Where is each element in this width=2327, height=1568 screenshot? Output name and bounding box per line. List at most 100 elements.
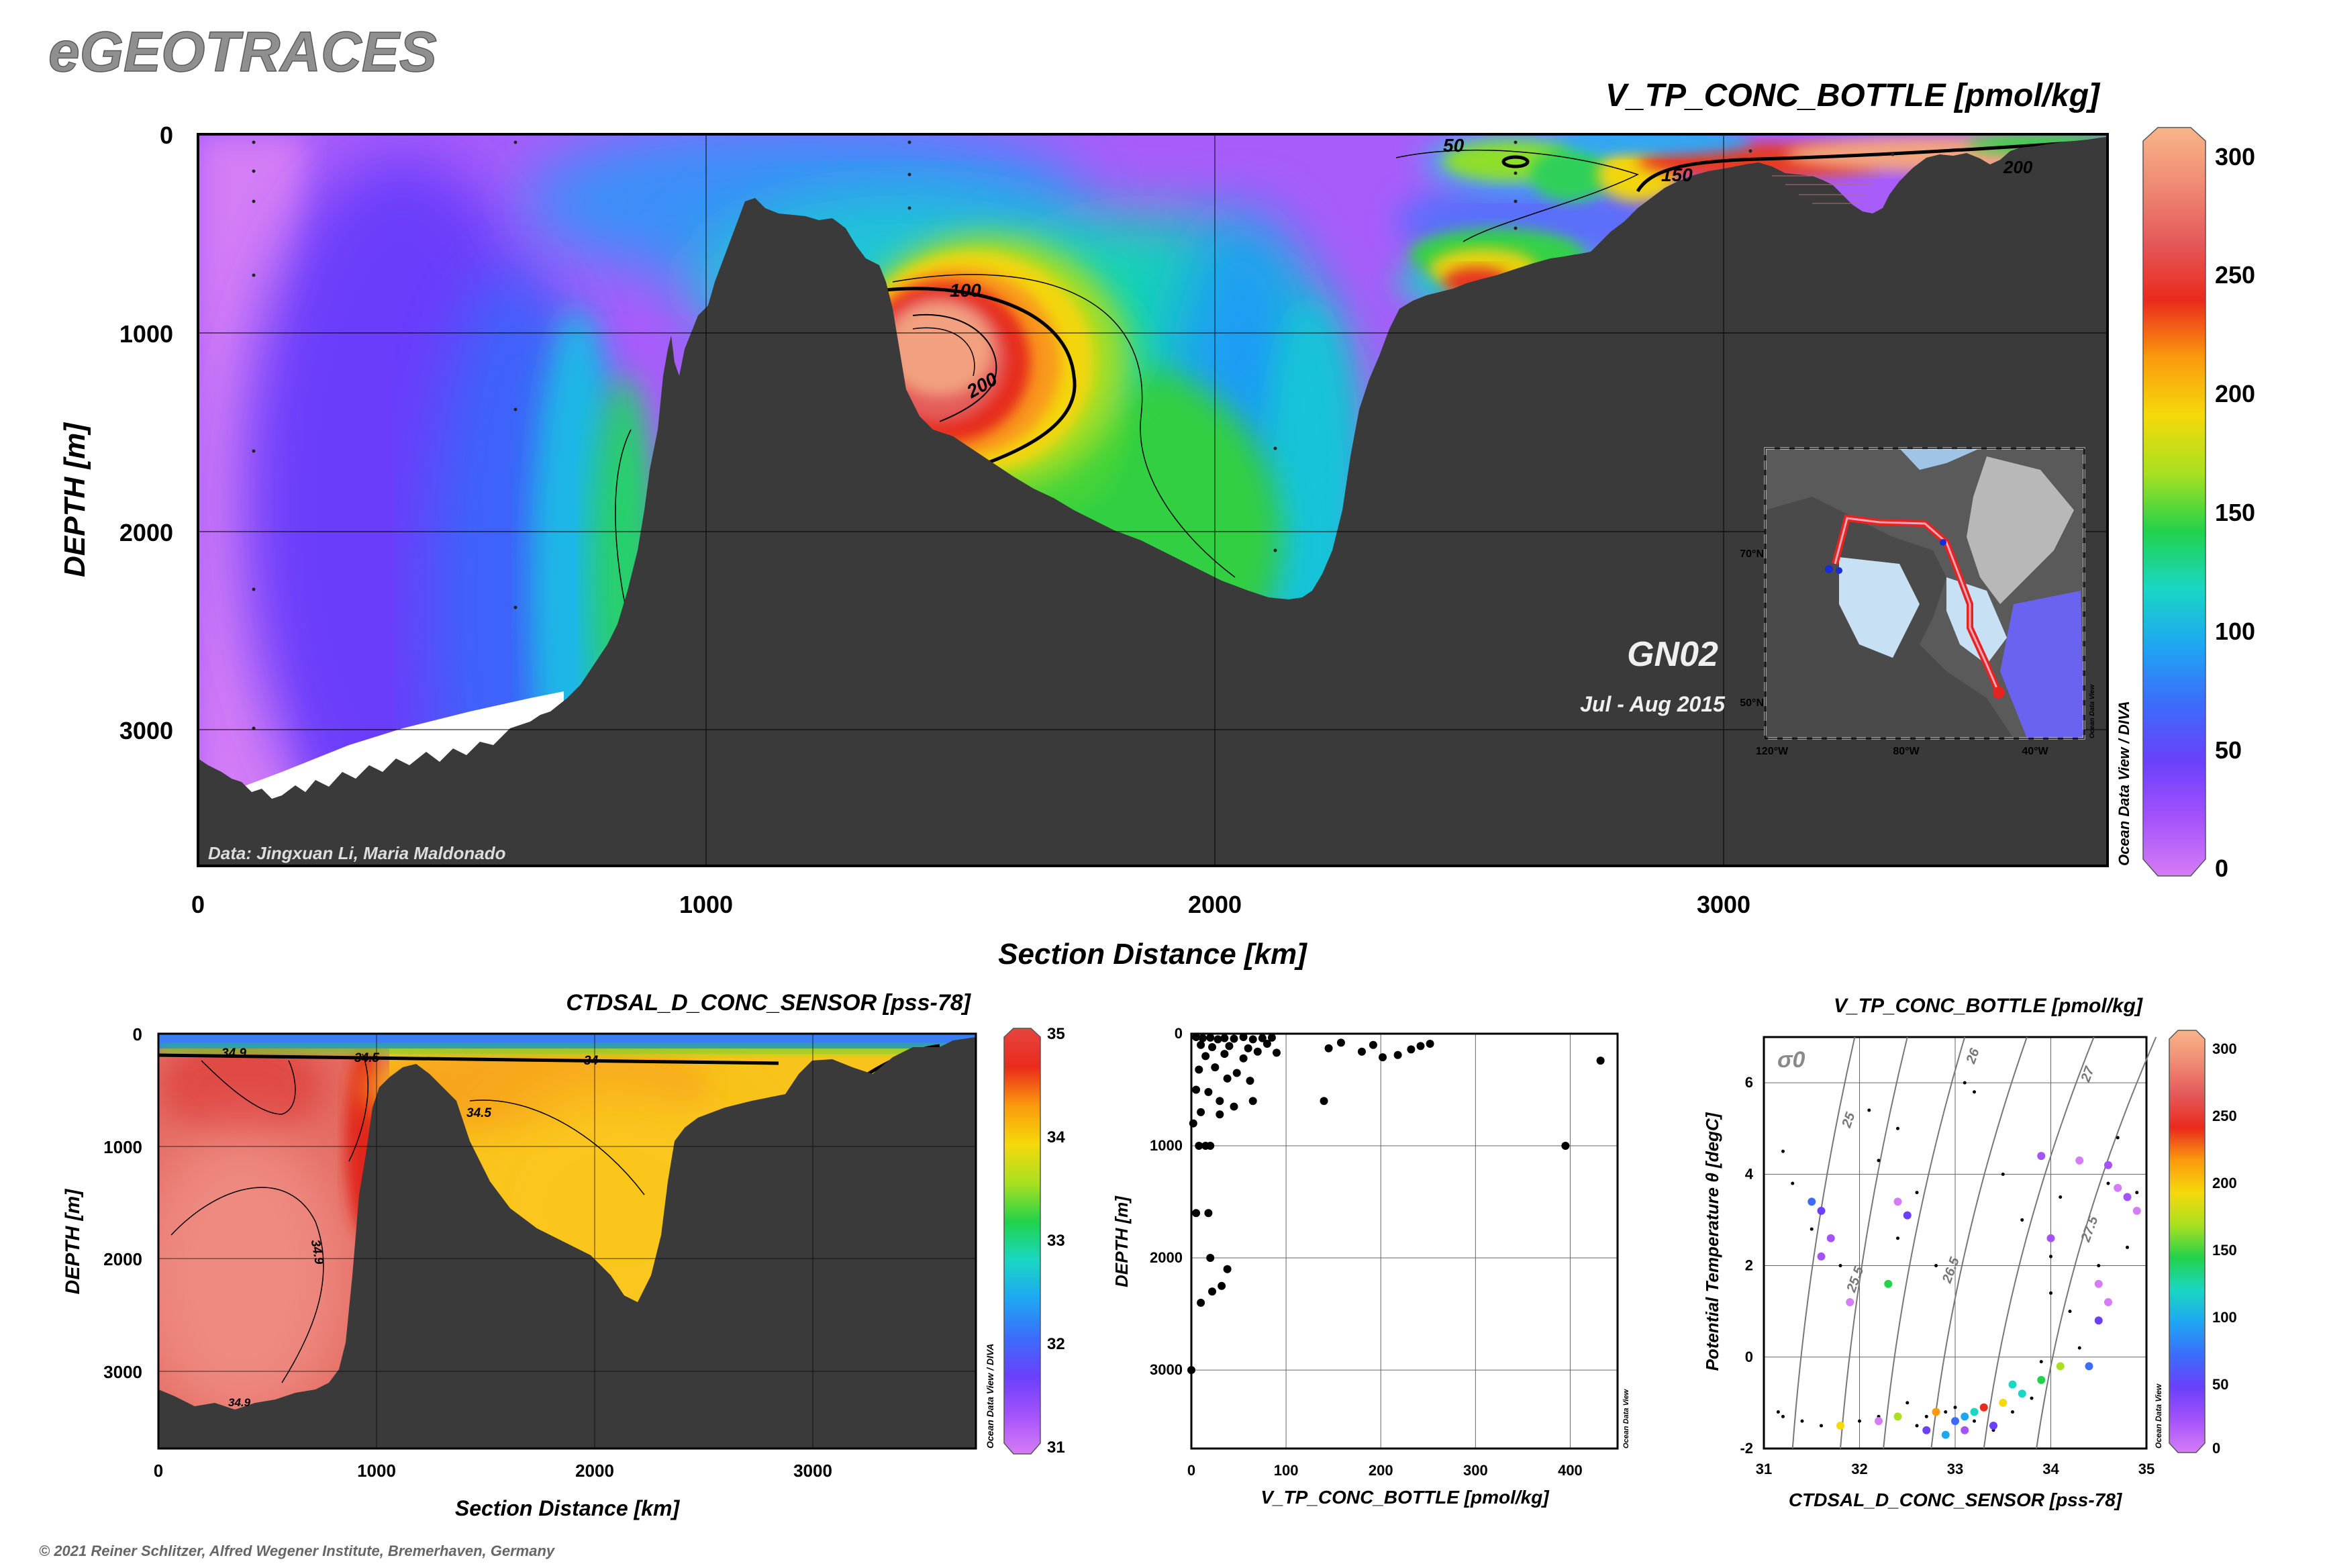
scatter-point [1230, 1034, 1238, 1043]
ts-point [2037, 1152, 2046, 1161]
ts-isopycnal [1791, 1036, 1856, 1449]
ts-point [1989, 1421, 1997, 1430]
inset-lat-70: 70°N [1740, 548, 1764, 560]
scatter-point [1416, 1042, 1425, 1050]
scatter-point [1197, 1298, 1205, 1307]
ts-point [2056, 1362, 2065, 1371]
ts-background-point [2059, 1195, 2063, 1199]
sal-xtick: 2000 [575, 1461, 614, 1481]
ts-background-point [1800, 1419, 1804, 1423]
main-contour-label-150: 150 [1661, 164, 1693, 185]
ts-background-point [1973, 1419, 1976, 1423]
cb-main-tick: 100 [2215, 618, 2255, 645]
cb-sal-tick: 35 [1047, 1025, 1065, 1043]
ts-background-point [2106, 1181, 2110, 1185]
ts-point [1941, 1430, 1950, 1439]
inset-lon-120: 120°W [1756, 746, 1789, 757]
scatter-point [1258, 1034, 1267, 1042]
ts-xtick: 34 [2042, 1461, 2059, 1477]
ts-xtick: 35 [2138, 1461, 2155, 1477]
sal-contour-label: 34.5 [466, 1106, 491, 1120]
ts-point [1817, 1252, 1826, 1261]
copyright: © 2021 Reiner Schlitzer, Alfred Wegener … [39, 1542, 556, 1559]
scatter-xtick: 400 [1558, 1462, 1583, 1479]
scatter-xtick: 200 [1369, 1462, 1393, 1479]
scatter-xtick: 100 [1274, 1462, 1299, 1479]
ts-background-point [1858, 1419, 1861, 1423]
cb-ts-tick: 50 [2212, 1376, 2228, 1393]
main-contour-label-50: 50 [1443, 135, 1465, 156]
scatter-point [1189, 1119, 1197, 1128]
cb-sal-tick: 31 [1047, 1438, 1065, 1457]
ts-point [1951, 1417, 1959, 1426]
inset-lon-80: 80°W [1893, 746, 1920, 757]
scatter-point [1197, 1040, 1205, 1049]
scatter-ylabel: DEPTH [m] [1111, 1195, 1132, 1287]
scatter-point [1223, 1074, 1232, 1083]
scatter-point [1192, 1033, 1201, 1042]
cb-sal-tick: 32 [1047, 1335, 1065, 1353]
ts-point [1961, 1412, 1969, 1421]
ts-point [2018, 1389, 2026, 1398]
ts-point [1846, 1298, 1854, 1307]
scatter-ytick: 0 [1175, 1025, 1183, 1042]
ts-isopycnal [1983, 1036, 2095, 1449]
scatter-point [1246, 1077, 1254, 1085]
ts-point [2008, 1380, 2017, 1389]
ts-point [1817, 1206, 1826, 1215]
ts-isopycnal [1840, 1036, 1908, 1449]
scatter-point [1267, 1033, 1276, 1042]
scatter-point [1216, 1110, 1224, 1119]
main-xtick: 1000 [679, 891, 733, 918]
scatter-point [1206, 1254, 1215, 1263]
scatter-point [1192, 1085, 1201, 1094]
ts-ytick: 4 [1745, 1165, 1754, 1182]
ts-point [2094, 1316, 2103, 1325]
scatter-point [1201, 1052, 1210, 1061]
ts-background-point [1781, 1149, 1785, 1153]
sal-xtick: 0 [154, 1461, 163, 1481]
sal-ytick: 2000 [103, 1249, 142, 1269]
sal-xlabel: Section Distance [km] [455, 1496, 681, 1520]
scatter-point [1216, 1097, 1224, 1106]
ts-ytick: -2 [1740, 1440, 1753, 1457]
ts-background-point [2011, 1410, 2014, 1414]
ts-point [1893, 1197, 1902, 1206]
ts-background-point [1781, 1414, 1785, 1418]
cb-main-tick: 50 [2215, 736, 2242, 764]
scatter-xlabel: V_TP_CONC_BOTTLE [pmol/kg] [1260, 1487, 1550, 1508]
scatter-point [1253, 1047, 1262, 1056]
cb-main-tick: 200 [2215, 380, 2255, 407]
sal-xtick: 3000 [793, 1461, 832, 1481]
sal-ylabel: DEPTH [m] [62, 1189, 84, 1295]
scatter-point [1239, 1054, 1248, 1063]
ts-point [2075, 1156, 2084, 1165]
cb-ts-tick: 100 [2212, 1309, 2237, 1326]
main-ytick: 0 [160, 121, 173, 149]
scatter-point [1214, 1035, 1222, 1044]
ts-background-point [1934, 1264, 1938, 1268]
sal-odv-label: Ocean Data View / DIVA [985, 1344, 995, 1449]
sal-xtick: 1000 [357, 1461, 396, 1481]
ts-point [1826, 1234, 1835, 1242]
ts-background-point [1877, 1159, 1881, 1163]
scatter-point [1208, 1287, 1217, 1296]
ts-background-point [1820, 1424, 1823, 1428]
main-yticks: 0 1000 2000 3000 [119, 121, 173, 744]
ts-background-point [2030, 1396, 2034, 1400]
scatter-point [1407, 1045, 1416, 1054]
scatter-point [1197, 1108, 1205, 1116]
scatter-point [1195, 1142, 1203, 1150]
scatter-point [1187, 1366, 1195, 1375]
ts-point [1808, 1197, 1816, 1206]
scatter-point [1225, 1042, 1234, 1050]
sal-contour-label: 34.9 [228, 1396, 251, 1409]
main-field: 50 100 200 150 200 Data: Jingxuan Li, Ma… [198, 134, 2108, 866]
ts-point [2046, 1234, 2055, 1242]
main-odv-label: Ocean Data View / DIVA [2116, 701, 2132, 866]
ts-point [1893, 1412, 1902, 1421]
sal-ytick: 0 [133, 1024, 142, 1044]
ts-ytick: 6 [1745, 1074, 1753, 1091]
ts-point [2104, 1298, 2112, 1307]
ts-point [2123, 1193, 2132, 1202]
